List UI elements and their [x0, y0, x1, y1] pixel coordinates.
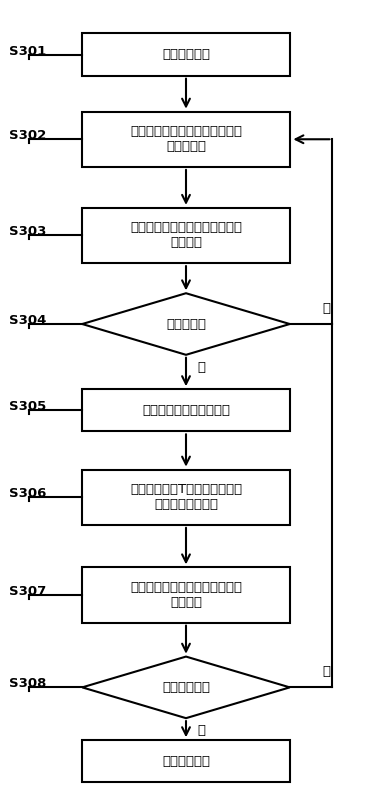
FancyBboxPatch shape	[82, 389, 290, 431]
Text: 电流仍为零？: 电流仍为零？	[162, 681, 210, 694]
Text: 对电加热器的交流供电回路进行
电流检测: 对电加热器的交流供电回路进行 电流检测	[130, 581, 242, 609]
FancyBboxPatch shape	[82, 111, 290, 167]
Text: 切断电加热器的交流供电: 切断电加热器的交流供电	[142, 403, 230, 417]
Text: 是: 是	[197, 361, 205, 374]
FancyBboxPatch shape	[82, 208, 290, 263]
Polygon shape	[82, 657, 290, 718]
Text: 电流为零？: 电流为零？	[166, 318, 206, 330]
Text: S306: S306	[9, 487, 46, 500]
Text: 延迟设定时间T后，重新为电加
热器进行交流供电: 延迟设定时间T后，重新为电加 热器进行交流供电	[130, 484, 242, 511]
Text: 否: 否	[323, 302, 331, 314]
Text: 电加热器故障: 电加热器故障	[162, 755, 210, 768]
Text: S308: S308	[9, 677, 46, 690]
Text: 温度保护器对电加热器的加热温
度进行检测: 温度保护器对电加热器的加热温 度进行检测	[130, 125, 242, 153]
Text: S302: S302	[9, 129, 46, 142]
Text: 是: 是	[197, 724, 205, 737]
FancyBboxPatch shape	[82, 34, 290, 75]
Text: S301: S301	[9, 45, 46, 58]
Text: S304: S304	[9, 314, 46, 326]
FancyBboxPatch shape	[82, 567, 290, 622]
FancyBboxPatch shape	[82, 469, 290, 525]
Text: 对电加热器的交流供电回路进行
电流检测: 对电加热器的交流供电回路进行 电流检测	[130, 221, 242, 249]
FancyBboxPatch shape	[82, 740, 290, 783]
Text: S303: S303	[9, 225, 46, 238]
Text: 否: 否	[323, 665, 331, 678]
Text: 开启电加热器: 开启电加热器	[162, 48, 210, 61]
Text: S305: S305	[9, 400, 46, 413]
Polygon shape	[82, 294, 290, 354]
Text: S307: S307	[9, 585, 46, 597]
